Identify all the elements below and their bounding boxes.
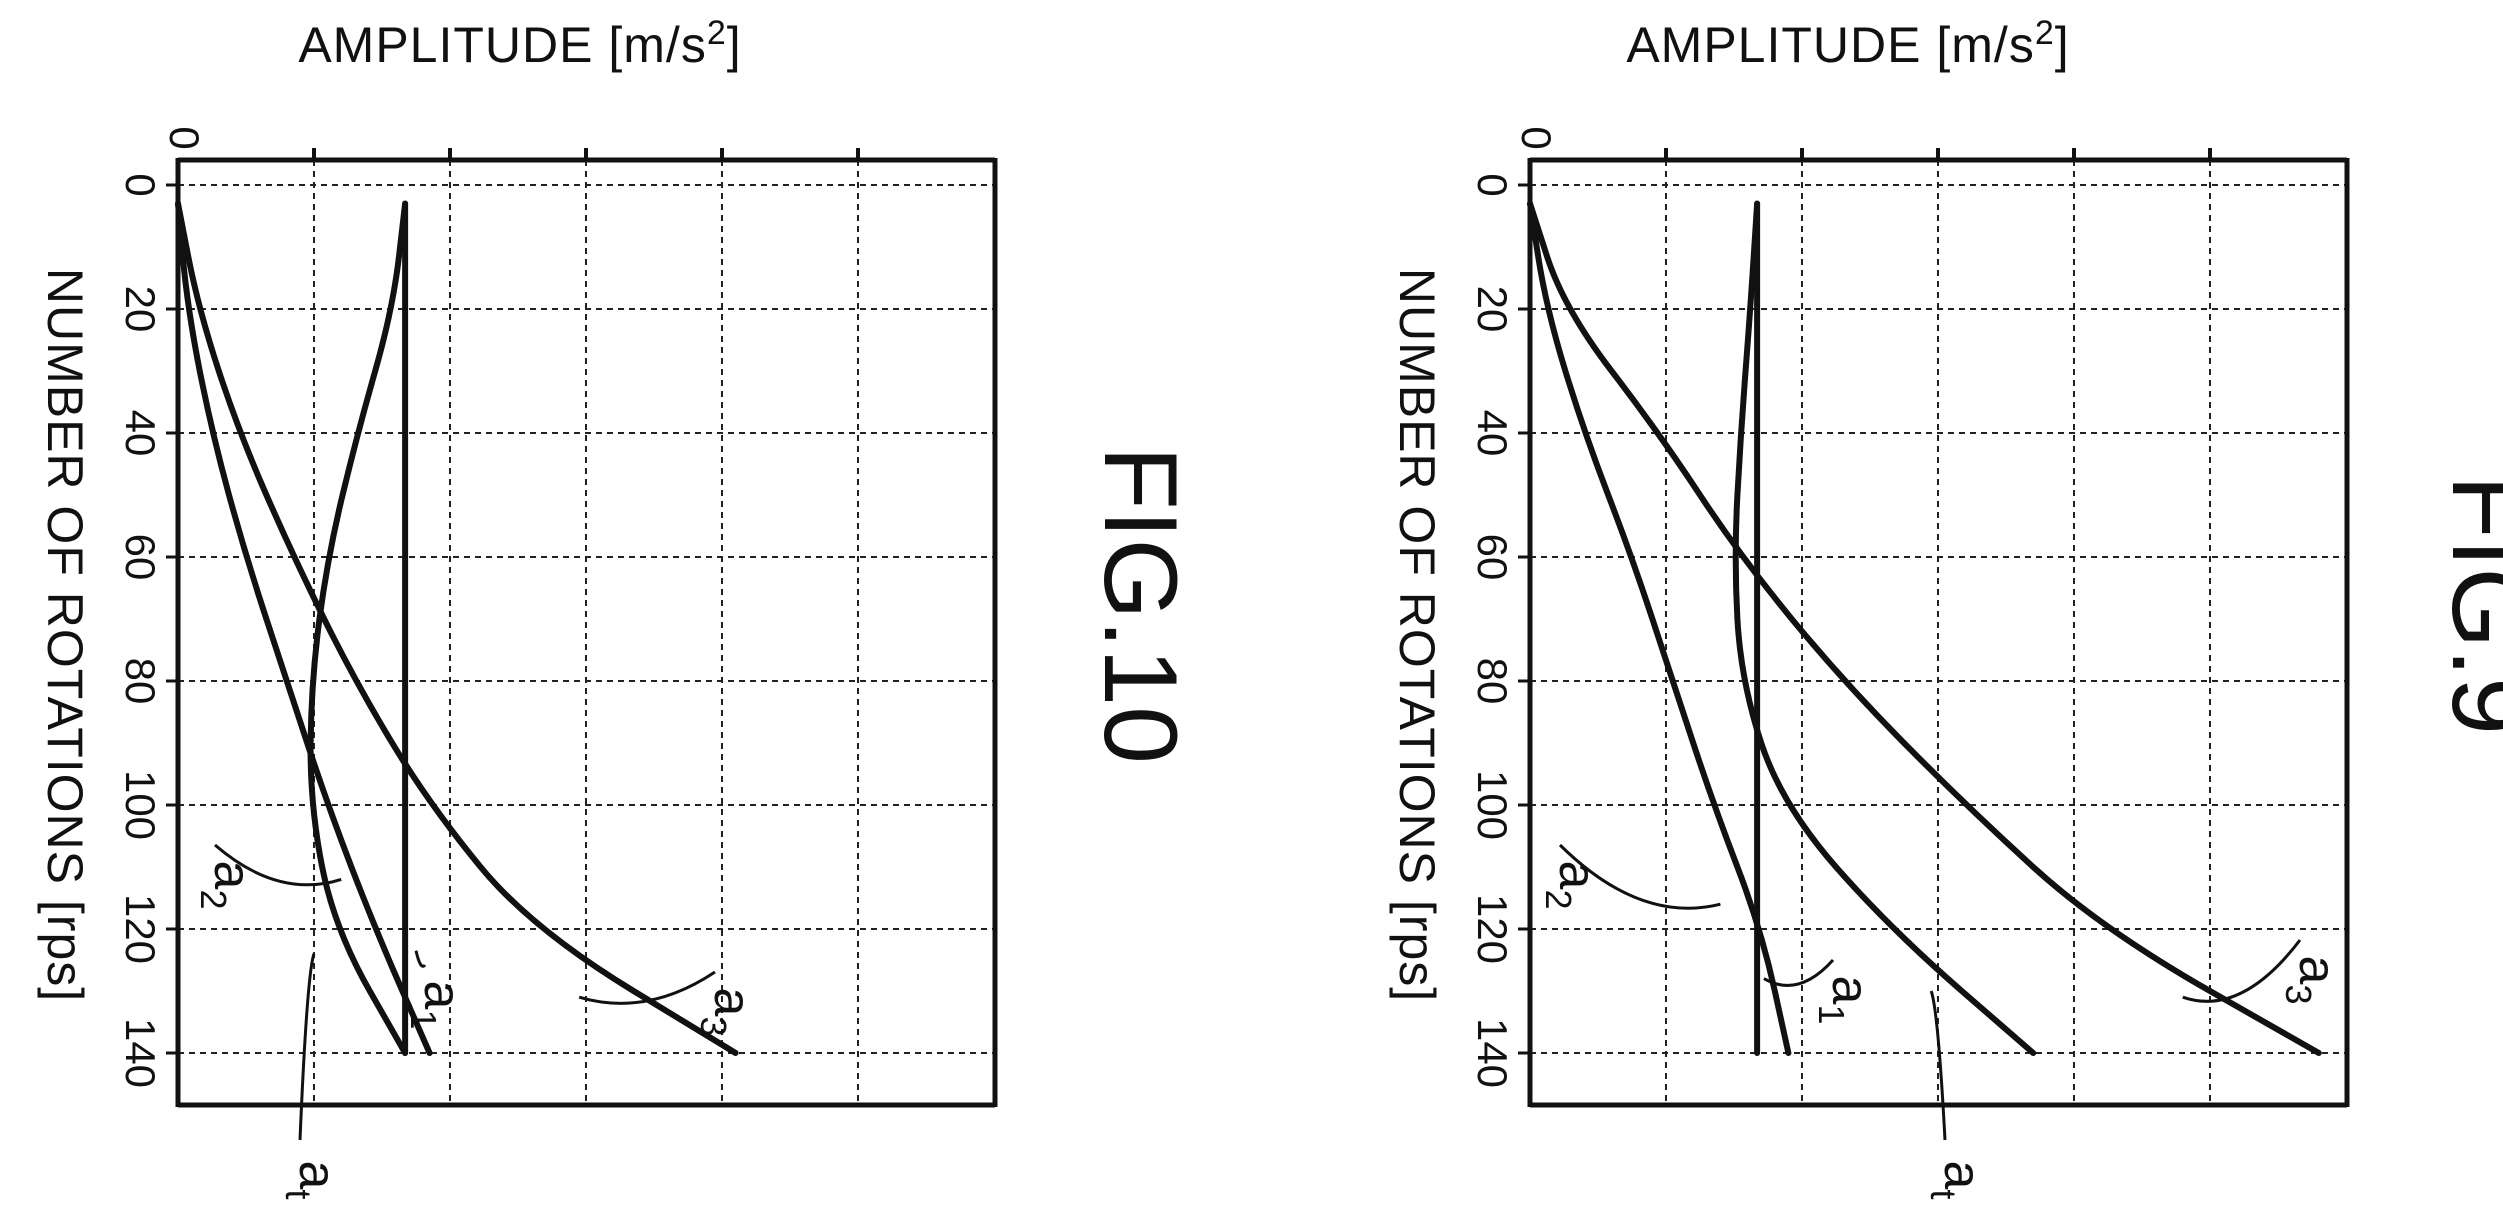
series-label-subscript: t (1923, 1189, 1964, 1199)
rotation-tick-label: 140 (117, 1018, 164, 1088)
rotation-tick-label: 20 (117, 286, 164, 333)
series-leader-line (1558, 843, 1721, 910)
amplitude-unit-sup: 2 (2035, 14, 2055, 52)
amplitude-unit: [m/s (1936, 17, 2034, 73)
amplitude-tick-label: 0 (161, 126, 208, 149)
series-label-a1: a1 (1811, 976, 1879, 1025)
rotation-tick-label: 140 (1469, 1018, 1516, 1088)
series-label-at: at (278, 1161, 346, 1200)
series-leader-line (2182, 939, 2302, 1003)
amplitude-axis-label: AMPLITUDE [m/s2] (298, 14, 741, 73)
rotation-tick-label: 100 (1469, 770, 1516, 840)
figure-title: FIG.9 (2430, 475, 2503, 735)
series-line-at (1732, 200, 2037, 1056)
rotation-tick-label: 40 (117, 410, 164, 457)
series-leader-line (298, 953, 316, 1141)
series-leader-line (1763, 958, 1835, 987)
figure-title: FIG.10 (1082, 446, 1198, 764)
series-leader-line (414, 950, 427, 968)
rotation-tick-label: 20 (1469, 286, 1516, 333)
series-label-subscript: 1 (403, 1009, 444, 1029)
series-label-name: a (413, 981, 471, 1010)
series-label-a3: a3 (2278, 956, 2346, 1005)
series-leader-line (214, 843, 342, 887)
series-label-name: a (1933, 1161, 1991, 1190)
rotation-tick-label: 80 (1469, 658, 1516, 705)
series-label-subscript: 3 (2278, 984, 2319, 1004)
amplitude-axis-label: AMPLITUDE [m/s2] (1626, 14, 2069, 73)
rotation-tick-label: 60 (117, 534, 164, 581)
series-leader-line (1929, 990, 1947, 1141)
amplitude-unit: [m/s (608, 17, 706, 73)
rotation-tick-label: 0 (117, 173, 164, 196)
series-line-a3 (175, 200, 739, 1056)
series-label-subscript: t (278, 1189, 319, 1199)
series-label-a2: a2 (1538, 861, 1606, 910)
series-label-name: a (288, 1161, 346, 1190)
series-label-subscript: 2 (1538, 889, 1579, 909)
rotation-tick-label: 100 (117, 770, 164, 840)
amplitude-axis-label-text: AMPLITUDE (1626, 17, 1936, 73)
rotation-tick-label: 120 (117, 894, 164, 964)
series-label-name: a (1821, 976, 1879, 1005)
series-line-a3 (1527, 200, 2322, 1056)
series-label-a3: a3 (693, 988, 761, 1037)
series-label-a2: a2 (193, 861, 261, 910)
rotation-tick-label: 120 (1469, 894, 1516, 964)
rotations-axis-label: NUMBER OF ROTATIONS [rps] (1389, 268, 1445, 1002)
amplitude-unit-sup: 2 (707, 14, 727, 52)
series-label-name: a (203, 861, 261, 890)
series-label-subscript: 1 (1811, 1004, 1852, 1024)
series-label-at: at (1923, 1161, 1991, 1200)
rotation-tick-label: 40 (1469, 410, 1516, 457)
series-label-subscript: 2 (193, 889, 234, 909)
series-label-name: a (2288, 956, 2346, 985)
series-label-name: a (1548, 861, 1606, 890)
series-line-a2 (175, 200, 433, 1056)
series-line-a2 (1527, 200, 1792, 1056)
series-label-subscript: 3 (693, 1016, 734, 1036)
rotation-tick-label: 60 (1469, 534, 1516, 581)
series-line-at (307, 200, 409, 1056)
rotations-axis-label: NUMBER OF ROTATIONS [rps] (37, 268, 93, 1002)
series-leader-line (578, 970, 716, 1005)
amplitude-unit-close: ] (2055, 17, 2070, 73)
series-label-name: a (703, 988, 761, 1017)
series-label-a1: a1 (403, 981, 471, 1030)
amplitude-unit-close: ] (727, 17, 742, 73)
rotation-tick-label: 0 (1469, 173, 1516, 196)
amplitude-tick-label: 0 (1513, 126, 1560, 149)
amplitude-axis-label-text: AMPLITUDE (298, 17, 608, 73)
rotation-tick-label: 80 (117, 658, 164, 705)
